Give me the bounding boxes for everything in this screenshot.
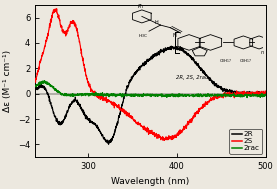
Y-axis label: Δε (M⁻¹ cm⁻¹): Δε (M⁻¹ cm⁻¹) [4,50,12,112]
Legend: 2R, 2S, 2rac: 2R, 2S, 2rac [229,129,262,153]
X-axis label: Wavelength (nm): Wavelength (nm) [111,177,189,186]
